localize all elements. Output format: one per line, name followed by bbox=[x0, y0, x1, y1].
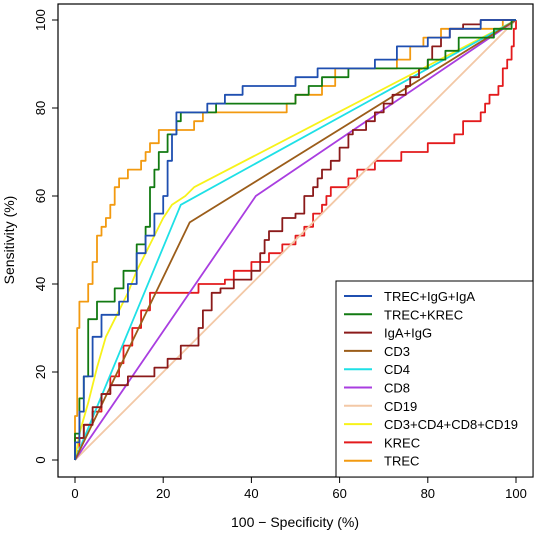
y-axis: 0 20 40 60 80 100 Sensitivity (%) bbox=[1, 9, 59, 464]
x-tick-label: 20 bbox=[156, 486, 170, 501]
legend: TREC+IgG+IgA TREC+KREC IgA+IgG CD3 CD4 CD8 CD1… bbox=[335, 280, 534, 478]
series-layer bbox=[74, 19, 517, 461]
legend-label-cd3-cd4-cd8-cd19: CD3+CD4+CD8+CD19 bbox=[384, 417, 518, 432]
legend-label-iga-igg: IgA+IgG bbox=[384, 326, 432, 341]
x-tick-label: 60 bbox=[332, 486, 346, 501]
legend-label-krec: KREC bbox=[384, 435, 420, 450]
x-tick-label: 100 bbox=[505, 486, 527, 501]
x-axis: 0 20 40 60 80 100 100 − Specificity (%) bbox=[71, 476, 527, 530]
y-tick-label: 0 bbox=[33, 456, 48, 463]
roc-curve-cd3 bbox=[74, 19, 517, 461]
roc-curve-krec bbox=[74, 20, 517, 460]
roc-curve-trec-igg-iga bbox=[74, 19, 516, 460]
x-tick-label: 0 bbox=[71, 486, 78, 501]
x-axis-label: 100 − Specificity (%) bbox=[231, 514, 359, 530]
x-ticks: 0 20 40 60 80 100 bbox=[71, 477, 527, 501]
legend-label-trec-igg-iga: TREC+IgG+IgA bbox=[384, 289, 475, 304]
plot-area bbox=[57, 3, 534, 478]
roc-curve-cd8 bbox=[74, 19, 517, 461]
legend-label-trec: TREC bbox=[384, 454, 419, 469]
roc-curve-iga-igg bbox=[74, 19, 516, 460]
y-tick-label: 40 bbox=[33, 277, 48, 291]
y-axis-label: Sensitivity (%) bbox=[1, 196, 17, 285]
y-tick-label: 100 bbox=[33, 9, 48, 31]
legend-label-cd8: CD8 bbox=[384, 381, 410, 396]
roc-curve-cd4 bbox=[74, 19, 517, 461]
y-ticks: 0 20 40 60 80 100 bbox=[33, 9, 58, 464]
legend-label-cd3: CD3 bbox=[384, 344, 410, 359]
y-tick-label: 60 bbox=[33, 189, 48, 203]
legend-label-cd19: CD19 bbox=[384, 399, 417, 414]
x-tick-label: 80 bbox=[421, 486, 435, 501]
y-tick-label: 80 bbox=[33, 101, 48, 115]
legend-label-cd4: CD4 bbox=[384, 362, 410, 377]
x-tick-label: 40 bbox=[244, 486, 258, 501]
roc-curve-trec-krec bbox=[74, 19, 516, 460]
legend-items: TREC+IgG+IgA TREC+KREC IgA+IgG CD3 CD4 CD8 CD1… bbox=[344, 289, 518, 469]
legend-label-trec-krec: TREC+KREC bbox=[384, 307, 463, 322]
y-tick-label: 20 bbox=[33, 365, 48, 379]
roc-curve-cd19 bbox=[74, 19, 517, 461]
